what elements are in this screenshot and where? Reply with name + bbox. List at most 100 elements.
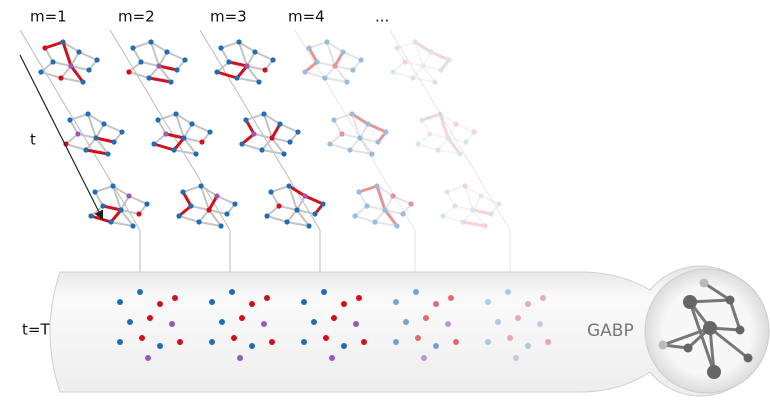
- graph-edge: [414, 40, 432, 54]
- graph-node: [269, 135, 275, 141]
- graph-edge: [158, 51, 168, 67]
- graph-node: [155, 117, 161, 123]
- final-node: [157, 301, 163, 307]
- graph-edge: [181, 191, 193, 207]
- graph-edge: [228, 60, 248, 68]
- graph-node: [408, 201, 414, 207]
- final-node: [485, 299, 491, 305]
- graph-edge: [112, 185, 130, 197]
- graph-node: [198, 183, 204, 189]
- graph-edge: [349, 149, 373, 155]
- graph-node: [50, 59, 56, 65]
- graph-edge: [354, 205, 368, 217]
- graph-edge: [94, 185, 114, 193]
- graph-edge: [437, 137, 449, 151]
- graph-edge: [375, 185, 387, 211]
- graph-edge: [153, 133, 167, 145]
- graph-node: [182, 57, 188, 63]
- final-node: [237, 355, 243, 361]
- graph-node: [118, 207, 124, 213]
- final-nodes: [301, 289, 367, 361]
- final-node: [157, 343, 163, 349]
- graph-edge: [44, 47, 54, 63]
- graph-edge: [103, 123, 123, 133]
- graph-node: [138, 59, 144, 65]
- graph-edge: [200, 185, 210, 211]
- final-node: [117, 299, 123, 305]
- final-node: [301, 299, 307, 305]
- graph-node: [68, 63, 74, 69]
- graph-node: [88, 213, 94, 219]
- graph-edge: [150, 41, 160, 67]
- graph-edge: [333, 119, 343, 135]
- graph-edge: [404, 61, 424, 67]
- output-edge: [709, 326, 749, 360]
- graph-node: [206, 207, 212, 213]
- graph-edge: [304, 194, 324, 206]
- graph-node: [108, 219, 114, 225]
- graph-edge: [208, 209, 228, 215]
- final-nodes: [485, 289, 551, 361]
- graph-node: [302, 193, 308, 199]
- graph-edge: [183, 137, 203, 143]
- graph-node: [390, 69, 396, 75]
- graph-edge: [359, 137, 373, 155]
- graph-node: [332, 63, 338, 69]
- graph-edge: [392, 71, 414, 79]
- mini-graph: [239, 111, 301, 157]
- graph-edge: [446, 185, 466, 193]
- graph-edge: [326, 41, 336, 67]
- graph-edge: [246, 51, 256, 67]
- output-edge: [688, 301, 716, 373]
- graph-node: [252, 49, 258, 55]
- graph-node: [383, 129, 389, 135]
- graph-edge: [157, 113, 177, 121]
- graph-edge: [354, 215, 376, 223]
- graph-edge: [324, 65, 336, 79]
- graph-edge: [95, 137, 109, 155]
- time-label: t: [30, 131, 36, 149]
- output-node: [703, 321, 717, 335]
- graph-node: [457, 151, 463, 157]
- graph-node: [196, 219, 202, 225]
- final-node: [137, 289, 143, 295]
- graph-edge: [77, 133, 97, 139]
- graph-edge: [78, 51, 98, 61]
- graph-node: [496, 201, 502, 207]
- graph-node: [350, 67, 356, 73]
- mini-graph: [88, 183, 150, 229]
- final-node: [264, 295, 270, 301]
- graph-node: [306, 45, 312, 51]
- graph-node: [340, 49, 346, 55]
- graph-edge: [412, 77, 436, 83]
- graph-edge: [329, 143, 351, 151]
- final-node: [249, 343, 255, 349]
- graph-edge: [414, 41, 424, 67]
- graph-edge: [334, 65, 348, 83]
- graph-edge: [191, 123, 211, 133]
- graph-edge: [439, 113, 457, 125]
- graph-edge: [246, 65, 266, 71]
- graph-edge: [95, 123, 105, 139]
- output-edge: [662, 326, 711, 347]
- graph-edge: [465, 131, 475, 143]
- final-node: [331, 315, 337, 321]
- graph-node: [239, 141, 245, 147]
- mini-graph: [440, 183, 502, 229]
- graph-edge: [286, 209, 298, 223]
- output-edge: [703, 281, 731, 302]
- graph-edge: [304, 71, 326, 79]
- graph-node: [232, 201, 238, 207]
- graph-node: [171, 147, 177, 153]
- graph-node: [390, 193, 396, 199]
- graph-node: [173, 111, 179, 117]
- final-node: [453, 339, 459, 345]
- graph-edge: [296, 209, 310, 227]
- graph-edge: [52, 61, 72, 67]
- graph-node: [268, 189, 274, 195]
- graph-edge: [166, 51, 186, 61]
- graph-node: [270, 57, 276, 63]
- graph-edge: [383, 209, 399, 227]
- graph-node: [259, 147, 265, 153]
- graph-edge: [392, 195, 412, 205]
